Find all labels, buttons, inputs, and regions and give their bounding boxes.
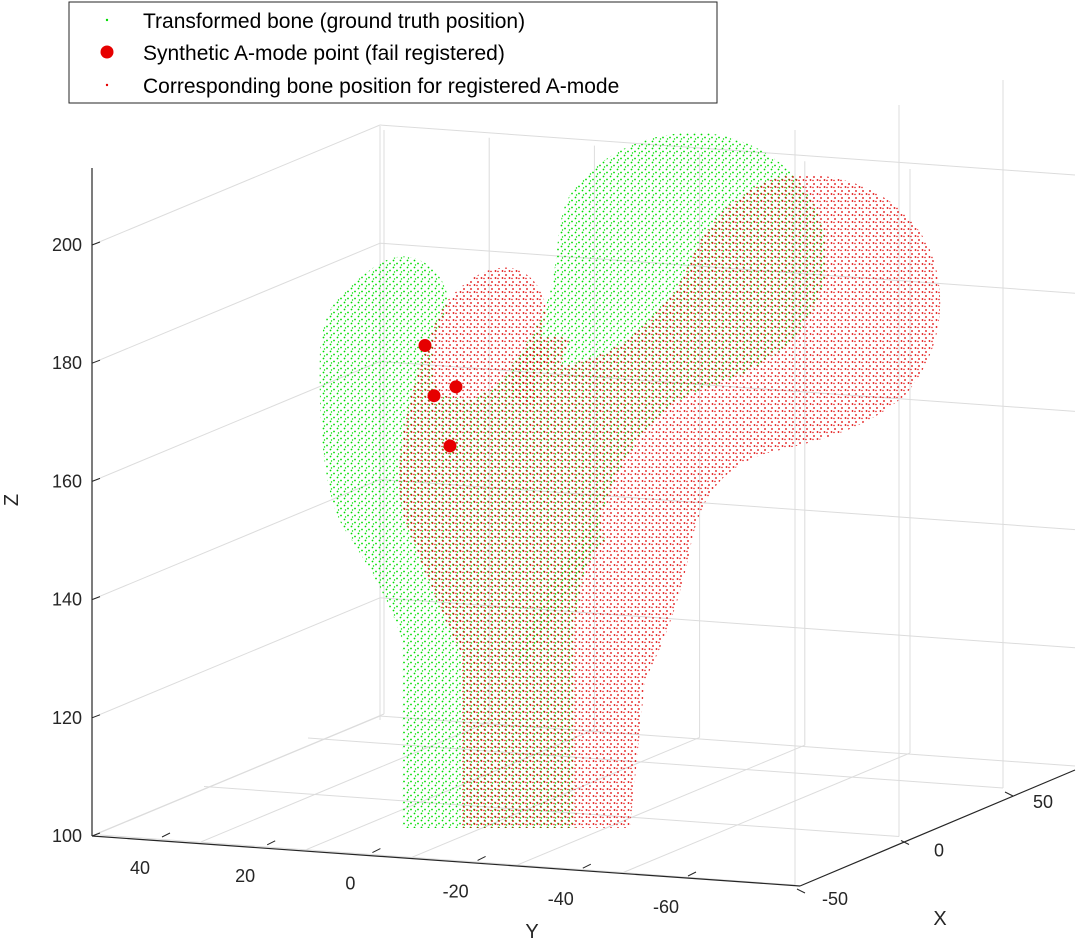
axes-frame <box>91 168 1076 887</box>
legend-marker-red-dot <box>105 83 109 87</box>
x-axis-line <box>799 769 1076 887</box>
legend-box <box>68 1 718 104</box>
grid-line-y <box>95 713 385 835</box>
grid-line-z <box>91 597 381 719</box>
x-tick-mark <box>1004 791 1014 797</box>
z-axis-ticks: 100 120 140 160 180 200 <box>52 235 101 846</box>
x-tick-mark <box>796 888 806 894</box>
y-tick-mark <box>161 832 171 838</box>
y-axis-ticks: 40 20 0 -20 -40 -60 <box>130 832 697 917</box>
a-mode-point <box>449 380 463 394</box>
z-tick-mark <box>91 832 101 837</box>
a-mode-point <box>418 338 432 352</box>
x-tick-label: -50 <box>822 889 848 909</box>
z-tick-label: 160 <box>52 471 82 491</box>
z-tick-label: 140 <box>52 590 82 610</box>
z-tick-mark <box>91 714 101 719</box>
grid-line-y <box>621 752 911 874</box>
legend: Transformed bone (ground truth position)… <box>68 1 718 104</box>
y-tick-label: 40 <box>130 858 150 878</box>
grid-line-x <box>99 834 796 886</box>
grid-line-z <box>91 242 381 364</box>
y-tick-mark <box>687 871 697 877</box>
x-axis-ticks: -50 0 50 <box>796 791 1053 909</box>
z-tick-label: 200 <box>52 235 82 255</box>
red-bone-body <box>398 174 941 828</box>
legend-entry-ground-truth: Transformed bone (ground truth position) <box>143 10 525 33</box>
red-bone-ridge <box>511 336 570 405</box>
legend-entry-a-mode: Synthetic A-mode point (fail registered) <box>143 42 505 65</box>
z-tick-label: 180 <box>52 353 82 373</box>
red-bone-cloud <box>398 174 941 828</box>
a-mode-points <box>418 338 463 453</box>
x-tick-label: 0 <box>934 841 944 861</box>
z-tick-mark <box>91 241 101 246</box>
y-tick-mark <box>372 848 381 854</box>
y-tick-mark <box>477 855 486 861</box>
y-tick-label: -20 <box>443 881 469 901</box>
y-axis-line <box>91 835 801 887</box>
x-tick-label: 50 <box>1033 792 1053 812</box>
legend-marker-red-circle <box>100 45 114 59</box>
y-tick-label: 0 <box>345 874 355 894</box>
y-tick-label: -60 <box>653 897 679 917</box>
legend-entry-registered: Corresponding bone position for register… <box>143 75 619 98</box>
z-tick-mark <box>91 477 101 482</box>
y-tick-label: 20 <box>235 866 255 886</box>
y-tick-mark <box>582 863 592 869</box>
y-axis-label: Y <box>525 921 538 943</box>
z-tick-label: 120 <box>52 708 82 728</box>
grid-line-z <box>91 124 381 246</box>
x-axis-label: X <box>933 908 946 930</box>
grid-line-y <box>516 744 805 866</box>
y-tick-mark <box>266 840 276 846</box>
a-mode-point <box>427 389 441 403</box>
z-axis-label: Z <box>1 494 23 506</box>
a-mode-point <box>443 439 457 453</box>
y-tick-label: -40 <box>548 889 574 909</box>
z-tick-mark <box>91 596 101 601</box>
x-tick-mark <box>900 840 910 845</box>
grid-line-z <box>91 479 381 601</box>
legend-marker-green-dot <box>105 18 109 22</box>
z-tick-label: 100 <box>52 826 82 846</box>
z-tick-mark <box>91 359 101 364</box>
